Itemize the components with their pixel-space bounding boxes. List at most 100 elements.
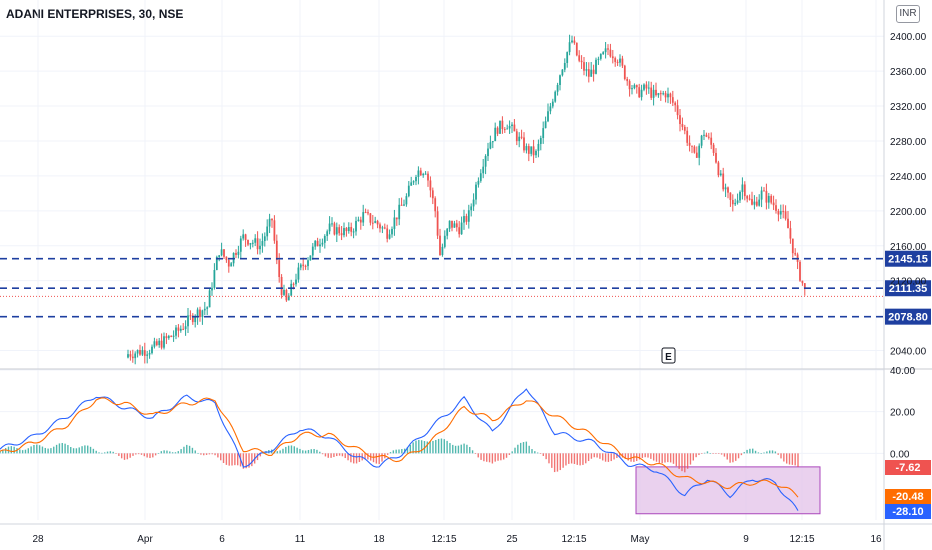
- candle-body: [664, 93, 667, 98]
- candle: [278, 253, 281, 283]
- highlight-box[interactable]: [635, 466, 821, 515]
- histogram-bar: [115, 453, 117, 454]
- histogram-bar: [38, 445, 41, 454]
- candle: [736, 193, 739, 205]
- candle: [254, 234, 257, 247]
- candle-body: [283, 289, 285, 295]
- candle-body: [767, 195, 770, 203]
- histogram-bar: [531, 449, 533, 454]
- candle: [388, 229, 391, 240]
- candle: [465, 213, 468, 225]
- candle: [561, 69, 564, 77]
- histogram-bar: [757, 452, 760, 454]
- candle: [467, 204, 470, 229]
- candle: [623, 64, 626, 81]
- candle: [280, 274, 283, 299]
- candle-body: [352, 231, 355, 233]
- candle-body: [158, 340, 161, 346]
- time-tick-label: 11: [295, 534, 306, 545]
- candle-body: [374, 221, 377, 223]
- candle: [263, 232, 266, 247]
- candle: [693, 145, 696, 154]
- candle: [664, 90, 667, 103]
- histogram-bar: [319, 451, 321, 454]
- candle: [655, 82, 657, 97]
- candle-body: [431, 190, 434, 199]
- currency-badge[interactable]: INR: [896, 5, 920, 23]
- candle: [357, 216, 360, 222]
- histogram-bar: [316, 449, 318, 454]
- macd-line: [0, 388, 799, 511]
- histogram-bar: [542, 453, 545, 456]
- histogram-bar: [135, 453, 137, 455]
- level-label: 2145.15: [888, 254, 928, 266]
- histogram-bar: [729, 453, 731, 463]
- histogram-bar: [194, 450, 196, 454]
- histogram-bar: [536, 452, 539, 454]
- time-tick-label: 12:15: [789, 534, 814, 545]
- candle: [628, 79, 631, 97]
- histogram-bar: [616, 453, 618, 458]
- histogram-bar: [689, 453, 692, 465]
- candle-body: [148, 353, 151, 355]
- candle-body: [715, 152, 717, 163]
- histogram-bar: [30, 446, 32, 454]
- candle: [213, 263, 216, 290]
- histogram-bar: [579, 453, 581, 466]
- chart-title: ADANI ENTERPRISES, 30, NSE: [6, 7, 184, 21]
- histogram-bar: [466, 444, 468, 454]
- histogram-bar: [415, 440, 417, 454]
- candle: [237, 245, 240, 259]
- candle-body: [290, 283, 293, 296]
- histogram-bar: [87, 445, 89, 454]
- candle-body: [343, 228, 345, 236]
- candle: [177, 324, 180, 338]
- candle-body: [683, 126, 686, 131]
- candle-body: [201, 310, 204, 318]
- histogram-bar: [565, 453, 567, 466]
- candle: [729, 192, 732, 207]
- candle: [307, 257, 309, 271]
- event-marker-icon[interactable]: [661, 347, 676, 364]
- candle: [609, 43, 612, 58]
- candle-body: [535, 150, 537, 156]
- candle: [223, 248, 225, 259]
- candle: [302, 257, 305, 271]
- histogram-bar: [58, 443, 61, 454]
- candle-body: [544, 121, 547, 129]
- candle-body: [568, 42, 571, 53]
- candle: [427, 171, 429, 187]
- candle-body: [551, 101, 554, 107]
- candle: [554, 90, 557, 103]
- histogram-bar: [256, 453, 259, 461]
- histogram-bar: [783, 453, 785, 462]
- candle: [345, 226, 348, 237]
- candle-body: [182, 328, 185, 330]
- histogram-bar: [624, 453, 627, 459]
- histogram-bar: [389, 452, 392, 454]
- time-tick-label: 9: [743, 534, 749, 545]
- candle: [424, 171, 427, 175]
- candle: [537, 139, 540, 158]
- candle-body: [643, 84, 645, 90]
- candle-body: [446, 228, 449, 236]
- candle-body: [206, 307, 209, 309]
- candle: [647, 81, 650, 94]
- candle-body: [331, 223, 333, 225]
- level-label: 2078.80: [888, 312, 928, 324]
- histogram-bar: [562, 453, 564, 468]
- candle: [765, 183, 768, 210]
- histogram-bar: [355, 453, 358, 464]
- candle-body: [302, 264, 305, 266]
- candle: [535, 149, 537, 158]
- candle-body: [191, 315, 194, 323]
- candle: [460, 216, 463, 235]
- macd-value-label: -20.48: [892, 491, 923, 503]
- candle: [299, 263, 302, 271]
- candle-body: [729, 192, 732, 200]
- histogram-bar: [602, 453, 604, 461]
- candle-body: [743, 184, 746, 197]
- candle: [739, 190, 741, 204]
- candle: [383, 223, 386, 230]
